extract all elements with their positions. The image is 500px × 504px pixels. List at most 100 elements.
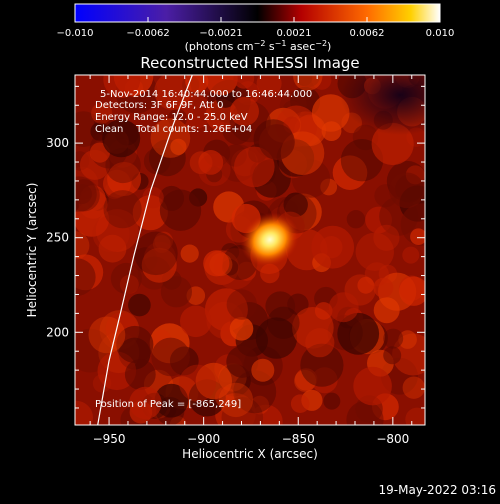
heatmap-cell	[314, 302, 333, 320]
heatmap-cell	[290, 394, 310, 414]
heatmap-cell	[218, 382, 254, 418]
heatmap-cell	[373, 297, 400, 324]
x-tick-label: −850	[282, 432, 315, 446]
heatmap-cell	[311, 367, 338, 394]
heatmap-cell	[294, 369, 317, 392]
heatmap-cell	[116, 325, 154, 364]
heatmap-cell	[154, 231, 173, 251]
heatmap-cell	[392, 333, 425, 376]
heatmap-cell	[132, 195, 168, 231]
heatmap-cell	[203, 250, 230, 277]
solar-limb-line	[97, 75, 193, 425]
heatmap-cell	[256, 75, 282, 96]
heatmap-cell	[179, 364, 216, 402]
annotation-time-range: 5-Nov-2014 16:40:44.000 to 16:46:44.000	[100, 89, 312, 100]
heatmap-cell	[189, 151, 213, 175]
heatmap-cell	[328, 292, 359, 323]
heatmap-cell	[107, 162, 142, 196]
x-tick-label: −900	[187, 432, 220, 446]
annotation-detectors: Detectors: 3F 6F 9F, Att 0	[95, 100, 223, 111]
colorbar-tick-label: 0.0021	[277, 28, 312, 39]
heatmap-cell	[405, 407, 425, 425]
colorbar-tick-label: −0.010	[56, 28, 93, 39]
colorbar-tick-label: −0.0021	[199, 28, 242, 39]
heatmap-cell	[75, 231, 90, 260]
colorbar-tick-label: 0.010	[426, 28, 455, 39]
heatmap-cell	[229, 317, 254, 341]
heatmap-cell	[75, 258, 96, 296]
y-tick-label: 300	[46, 136, 69, 150]
heatmap-cell	[226, 289, 257, 320]
heatmap-cell	[255, 317, 298, 359]
heatmap-cell	[128, 293, 151, 317]
heatmap-cell	[259, 124, 295, 160]
heatmap-cell	[167, 108, 188, 128]
heatmap-cell	[141, 247, 177, 283]
colorbar-gradient	[74, 3, 441, 23]
heatmap-cell	[373, 277, 394, 298]
heatmap-cell	[75, 184, 92, 204]
y-axis-label: Heliocentric Y (arcsec)	[25, 183, 39, 318]
heatmap-cell	[402, 246, 420, 264]
heatmap-cell	[293, 75, 323, 91]
heatmap-cell	[389, 172, 425, 209]
heatmap-cell	[180, 305, 212, 338]
heatmap-image	[75, 75, 425, 425]
heatmap-cell	[346, 210, 366, 229]
heatmap-cell	[337, 312, 380, 355]
plot-frame	[74, 74, 426, 426]
heatmap-cell	[205, 99, 238, 132]
heatmap-cell	[91, 102, 113, 124]
heatmap-cell	[311, 94, 350, 132]
heatmap-cell	[156, 397, 185, 425]
heatmap-cell	[119, 274, 139, 294]
heatmap-cell	[169, 416, 187, 425]
footer-timestamp: 19-May-2022 03:16	[379, 483, 496, 497]
heatmap-cell	[355, 232, 394, 271]
heatmap-cell	[323, 392, 341, 410]
heatmap-cell	[287, 293, 309, 315]
heatmap-cell	[170, 138, 187, 155]
heatmap-cell	[399, 276, 425, 306]
heatmap-cell	[294, 368, 318, 391]
heatmap-cell	[129, 386, 162, 420]
heatmap-cell	[373, 224, 400, 251]
colorbar-tick-label: 0.0062	[350, 28, 385, 39]
heatmap-cell	[320, 178, 338, 196]
heatmap-cell	[283, 192, 308, 217]
colorbar-ticks: −0.010 −0.0062 −0.0021 0.0021 0.0062 0.010	[56, 17, 454, 39]
heatmap-cell	[134, 231, 178, 276]
heatmap-cell	[402, 376, 425, 399]
heatmap-cell	[311, 225, 355, 269]
heatmap-cell	[250, 395, 270, 415]
heatmap-cell	[198, 150, 224, 175]
heatmap-cell	[110, 262, 142, 294]
heatmap-cell	[98, 234, 127, 263]
heatmap-cell	[230, 96, 259, 126]
heatmap-cell	[143, 148, 171, 175]
heatmap-cell	[353, 366, 392, 406]
heatmap-cell	[383, 346, 402, 365]
heatmap-cell	[260, 263, 280, 284]
heatmap-cell	[88, 316, 126, 354]
heatmap-cell	[233, 75, 255, 89]
heatmap-cell	[103, 75, 141, 98]
annotation-energy-range: Energy Range: 12.0 - 25.0 keV	[95, 112, 248, 123]
heatmap-cell	[150, 118, 191, 158]
x-tick-label: −800	[376, 432, 409, 446]
heatmap-cell	[226, 345, 259, 378]
heatmap-cell	[151, 337, 190, 377]
colorbar-tick-label: −0.0062	[126, 28, 169, 39]
heatmap-cell	[105, 147, 141, 184]
colorbar-unit-label: (photons cm−2 s−1 asec−2)	[185, 39, 332, 54]
peak-source	[240, 212, 299, 267]
heatmap-cell	[75, 400, 93, 425]
heatmap-cell	[410, 228, 425, 245]
heatmap-cell	[102, 119, 141, 158]
heatmap-cell	[265, 291, 296, 322]
heatmap-cell	[251, 358, 275, 382]
heatmap-cell	[357, 276, 375, 294]
annotation-clean-counts: Clean Total counts: 1.26E+04	[95, 124, 252, 135]
y-tick-label: 250	[46, 231, 69, 245]
